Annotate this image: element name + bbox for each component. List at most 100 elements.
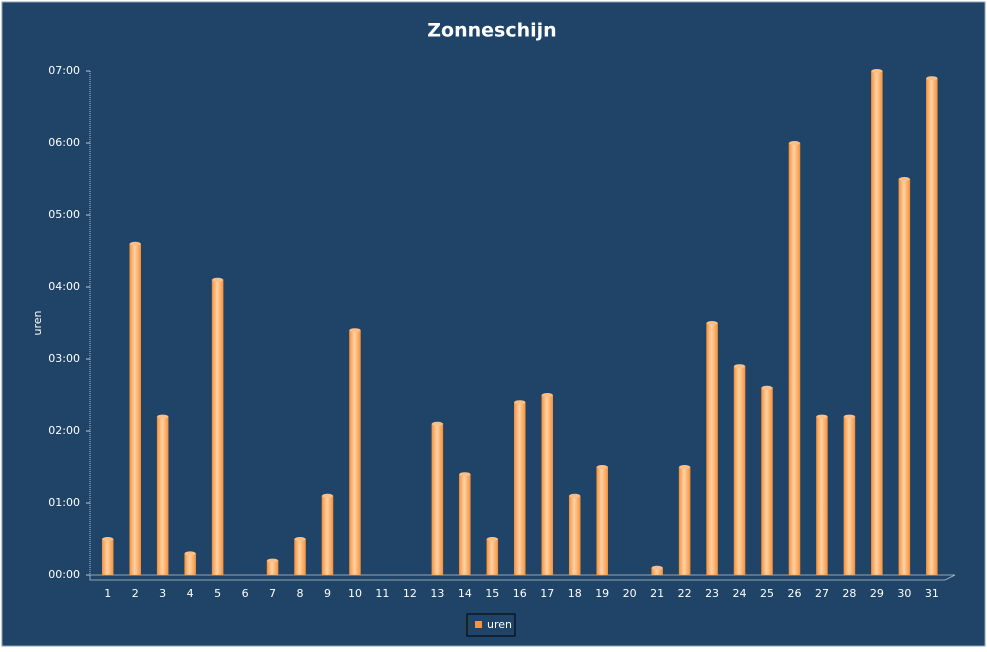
x-tick-label: 23: [705, 587, 719, 600]
bar-cap: [926, 76, 938, 81]
bar: [156, 416, 169, 576]
bar-cap: [843, 414, 855, 419]
x-tick-label: 22: [678, 587, 692, 600]
bar: [486, 538, 499, 576]
bar-cap: [651, 565, 663, 570]
bar-cap: [459, 472, 471, 477]
x-tick-label: 2: [132, 587, 139, 600]
x-tick-label: 21: [650, 587, 664, 600]
y-tick-label: 06:00: [48, 136, 80, 149]
bar: [431, 423, 444, 576]
bar-cap: [871, 69, 883, 73]
y-tick-label: 05:00: [48, 208, 80, 221]
bar-cap: [569, 493, 581, 498]
x-tick-label: 9: [324, 587, 331, 600]
bar: [678, 466, 691, 576]
bar: [761, 387, 773, 576]
bar: [843, 416, 856, 576]
bar: [321, 495, 334, 576]
bar: [733, 365, 746, 576]
bar-cap: [734, 364, 746, 369]
bar-cap: [788, 141, 800, 145]
x-tick-label: 26: [787, 587, 801, 600]
y-tick-label: 02:00: [48, 424, 80, 437]
bar-cap: [816, 414, 828, 419]
x-tick-label: 25: [760, 587, 774, 600]
bar: [211, 279, 224, 576]
y-tick-label: 07:00: [48, 64, 80, 77]
x-tick-label: 28: [842, 587, 856, 600]
bar-cap: [321, 493, 333, 498]
legend-swatch: [475, 621, 482, 628]
y-tick-label: 03:00: [48, 352, 80, 365]
bar-cap: [761, 385, 773, 390]
x-tick-label: 3: [159, 587, 166, 600]
bar-cap: [541, 393, 553, 397]
chart-title: Zonneschijn: [427, 20, 556, 42]
bar: [294, 538, 306, 576]
x-tick-label: 5: [214, 587, 221, 600]
bar: [568, 495, 581, 576]
bar-cap: [898, 177, 910, 181]
bar-cap: [679, 465, 691, 469]
y-axis-label: uren: [31, 310, 44, 335]
bar-cap: [102, 537, 114, 541]
x-tick-label: 7: [269, 587, 276, 600]
bar: [706, 322, 718, 576]
floor: [89, 574, 956, 581]
bar: [101, 538, 114, 576]
x-tick-label: 19: [595, 587, 609, 600]
x-tick-label: 11: [375, 587, 389, 600]
bar-cap: [596, 465, 608, 469]
bar-cap: [349, 328, 361, 333]
x-tick-label: 15: [485, 587, 499, 600]
bar: [788, 142, 801, 576]
y-tick-label: 00:00: [48, 568, 80, 581]
bar-cap: [294, 537, 306, 541]
x-tick-label: 13: [430, 587, 444, 600]
bar: [129, 243, 141, 576]
x-tick-label: 10: [348, 587, 362, 600]
bar-cap: [514, 400, 526, 405]
x-tick-label: 4: [187, 587, 194, 600]
bar-cap: [486, 537, 498, 541]
bar: [871, 70, 883, 576]
bar: [898, 178, 911, 576]
bar: [596, 466, 608, 576]
x-tick-label: 27: [815, 587, 829, 600]
bar: [459, 473, 471, 576]
y-tick-label: 01:00: [48, 496, 80, 509]
bar: [349, 329, 361, 576]
y-tick-label: 04:00: [48, 280, 80, 293]
bar: [816, 416, 828, 576]
x-tick-label: 29: [870, 587, 884, 600]
bar-cap: [157, 414, 169, 419]
bar-cap: [431, 421, 443, 426]
x-tick-label: 12: [403, 587, 417, 600]
bar: [184, 553, 196, 576]
x-tick-label: 18: [568, 587, 582, 600]
bar-cap: [212, 277, 224, 282]
bar-cap: [706, 321, 718, 325]
bar: [926, 77, 938, 576]
legend-box: [466, 613, 516, 637]
x-tick-label: 8: [297, 587, 304, 600]
legend: [466, 613, 516, 637]
bar: [514, 401, 526, 576]
bar-cap: [267, 558, 279, 563]
x-tick-label: 31: [925, 587, 939, 600]
bar: [541, 394, 554, 576]
bar: [266, 560, 279, 576]
x-tick-label: 1: [104, 587, 111, 600]
x-tick-label: 20: [623, 587, 637, 600]
x-tick-label: 6: [242, 587, 249, 600]
x-tick-label: 30: [897, 587, 911, 600]
legend-label: uren: [487, 618, 512, 631]
bar-cap: [184, 551, 196, 556]
x-tick-label: 14: [458, 587, 472, 600]
bar-cap: [129, 241, 141, 246]
x-tick-label: 16: [513, 587, 527, 600]
x-tick-label: 17: [540, 587, 554, 600]
x-tick-label: 24: [733, 587, 747, 600]
